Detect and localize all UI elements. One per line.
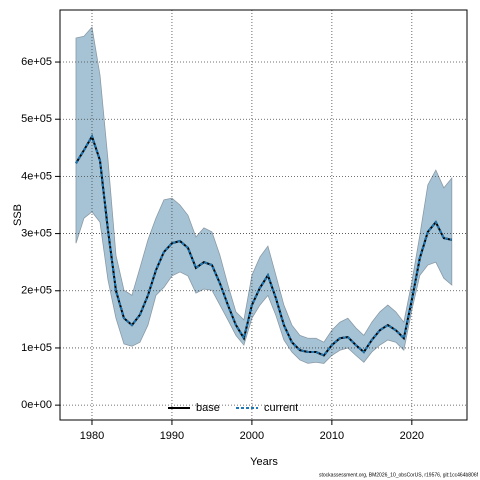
footer: stockassessment.org, BM2026_10_obsCorUS,… (319, 472, 479, 478)
confidence-band (75, 26, 453, 364)
legend-label: base (196, 402, 220, 414)
y-tick-label: 0e+00 (21, 399, 52, 411)
x-axis-label: Years (250, 456, 278, 468)
x-tick-label: 2010 (320, 430, 344, 442)
y-axis-label: SSB (12, 204, 24, 226)
y-tick-label: 4e+05 (21, 170, 52, 182)
y-tick-label: 6e+05 (21, 56, 52, 68)
series-line (75, 133, 453, 357)
plot-frame (59, 9, 468, 421)
x-tick-label: 2020 (400, 430, 424, 442)
x-tick-label: 1980 (80, 430, 104, 442)
legend-label: current (264, 402, 298, 414)
x-tick-label: 1990 (160, 430, 184, 442)
y-tick-label: 2e+05 (21, 285, 52, 297)
y-tick-label: 5e+05 (21, 113, 52, 125)
x-tick-label: 2000 (240, 430, 264, 442)
y-tick-label: 1e+05 (21, 342, 52, 354)
y-tick-label: 3e+05 (21, 227, 52, 239)
